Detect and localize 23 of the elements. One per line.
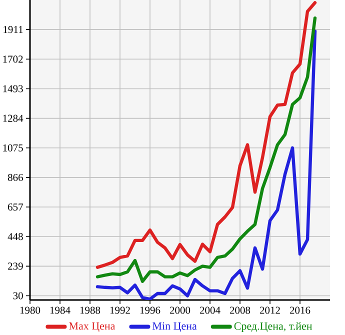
x-tick-label: 1980 xyxy=(20,306,40,314)
y-tick-label: 239 xyxy=(8,262,23,270)
x-tick-label: 1992 xyxy=(110,306,130,314)
y-tick-label: 1284 xyxy=(3,114,24,122)
x-tick-label: 1984 xyxy=(50,306,70,314)
legend-label: Сред.Цена, т.йен xyxy=(234,322,312,332)
y-tick-label: 657 xyxy=(8,204,24,211)
y-tick-label: 1702 xyxy=(3,56,23,63)
y-tick-label: 1075 xyxy=(3,144,23,152)
x-tick-label: 1996 xyxy=(140,306,160,314)
y-tick-label: 1911 xyxy=(4,26,23,34)
y-tick-label: 448 xyxy=(8,233,23,240)
x-tick-label: 2000 xyxy=(170,306,190,314)
x-tick-label: 2004 xyxy=(200,306,220,314)
x-tick-label: 2016 xyxy=(290,306,310,314)
x-tick-label: 1988 xyxy=(80,306,100,314)
y-tick-label: 30 xyxy=(13,292,23,300)
legend-label: Max Цена xyxy=(69,322,116,332)
x-tick-label: 2008 xyxy=(230,306,250,314)
legend-label: Min Цена xyxy=(152,322,197,332)
y-tick-label: 1493 xyxy=(3,85,23,92)
y-tick-label: 866 xyxy=(8,174,23,181)
x-tick-label: 2012 xyxy=(260,306,280,314)
